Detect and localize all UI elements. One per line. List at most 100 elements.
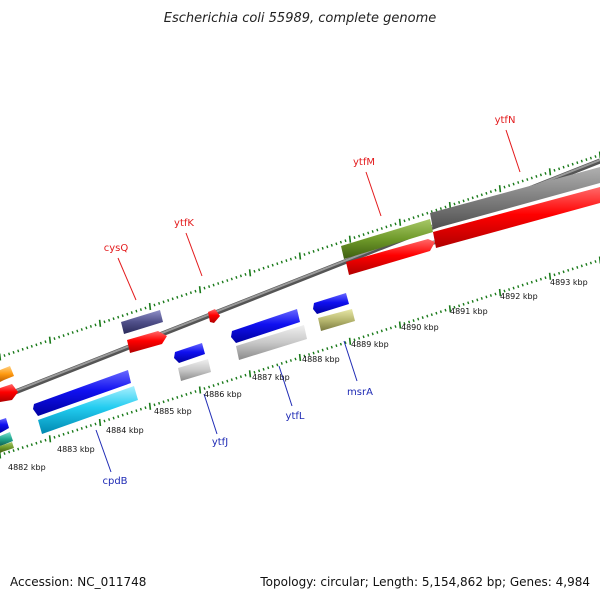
minor-tick bbox=[576, 161, 579, 165]
genome-summary-text: Topology: circular; Length: 5,154,862 bp… bbox=[259, 575, 590, 589]
gene-ytfM-region[interactable] bbox=[341, 219, 433, 259]
minor-tick bbox=[403, 219, 406, 223]
minor-tick bbox=[12, 449, 15, 453]
minor-tick bbox=[489, 294, 492, 297]
minor-tick bbox=[167, 298, 170, 302]
minor-tick bbox=[367, 231, 370, 235]
minor-tick bbox=[158, 401, 161, 405]
minor-tick bbox=[326, 347, 329, 351]
minor-tick bbox=[558, 167, 561, 171]
minor-tick bbox=[376, 228, 379, 232]
minor-tick bbox=[108, 418, 111, 421]
minor-tick bbox=[453, 305, 456, 309]
minor-tick bbox=[230, 378, 233, 382]
gene-msrA-arrow[interactable] bbox=[313, 293, 349, 314]
minor-tick bbox=[67, 332, 70, 336]
minor-tick bbox=[108, 318, 111, 322]
major-tick bbox=[298, 252, 302, 260]
minor-tick bbox=[153, 303, 156, 307]
gene-ytfN-region[interactable] bbox=[430, 167, 600, 229]
minor-tick bbox=[208, 385, 211, 389]
minor-tick bbox=[439, 207, 442, 211]
minor-tick bbox=[226, 379, 229, 383]
minor-tick bbox=[58, 335, 61, 339]
minor-tick bbox=[194, 289, 197, 293]
minor-tick bbox=[94, 323, 97, 327]
minor-tick bbox=[226, 279, 229, 282]
gene-ytfL-box[interactable] bbox=[236, 325, 307, 360]
minor-tick bbox=[262, 266, 265, 270]
minor-tick bbox=[339, 342, 342, 346]
minor-tick bbox=[289, 359, 292, 362]
minor-tick bbox=[185, 392, 188, 396]
minor-tick bbox=[53, 435, 56, 439]
minor-tick bbox=[385, 225, 388, 229]
gene-msrA-box[interactable] bbox=[318, 309, 355, 331]
minor-tick bbox=[358, 234, 361, 238]
minor-tick bbox=[489, 190, 492, 194]
minor-tick bbox=[389, 326, 392, 330]
minor-tick bbox=[258, 369, 261, 373]
minor-tick bbox=[589, 261, 592, 265]
gene-ytfL-arrow[interactable] bbox=[231, 309, 300, 343]
major-tick bbox=[398, 218, 402, 226]
gene-left-orange[interactable] bbox=[0, 366, 14, 382]
minor-tick bbox=[267, 366, 270, 370]
gene-ytfK-arrow[interactable] bbox=[208, 309, 220, 323]
minor-tick bbox=[280, 361, 283, 365]
gene-ytfJ-arrow[interactable] bbox=[174, 343, 205, 363]
minor-tick bbox=[144, 406, 147, 410]
gene-cpdB-arrow[interactable] bbox=[33, 370, 131, 416]
minor-tick bbox=[321, 348, 324, 352]
major-tick bbox=[148, 302, 152, 311]
minor-tick bbox=[435, 311, 438, 315]
minor-tick bbox=[362, 335, 365, 339]
gene-ytfJ-box[interactable] bbox=[178, 359, 211, 381]
minor-tick bbox=[71, 429, 74, 433]
minor-tick bbox=[221, 381, 224, 385]
minor-tick bbox=[362, 233, 365, 237]
minor-tick bbox=[312, 249, 315, 253]
minor-tick bbox=[467, 197, 470, 201]
minor-tick bbox=[503, 185, 506, 189]
gene-ytfN-arrow[interactable] bbox=[433, 187, 600, 248]
minor-tick bbox=[485, 295, 488, 299]
gene-cysQ-box[interactable] bbox=[121, 310, 163, 334]
minor-tick bbox=[167, 398, 170, 402]
gene-left-red[interactable] bbox=[0, 384, 18, 402]
minor-tick bbox=[139, 407, 142, 411]
minor-tick bbox=[76, 428, 79, 432]
gene-left-blue[interactable] bbox=[0, 418, 9, 433]
gene-ytfM-arrow[interactable] bbox=[346, 239, 435, 275]
minor-tick bbox=[380, 329, 383, 333]
kbp-label: 4893 kbp bbox=[550, 278, 588, 287]
minor-tick bbox=[435, 208, 438, 212]
minor-tick bbox=[171, 297, 174, 301]
minor-tick bbox=[258, 268, 261, 272]
minor-tick bbox=[385, 327, 388, 331]
minor-tick bbox=[421, 213, 424, 217]
gene-label-ytfn: ytfN bbox=[495, 115, 516, 126]
gene-cysQ-arrow[interactable] bbox=[127, 331, 167, 353]
minor-tick bbox=[171, 397, 174, 401]
minor-tick bbox=[44, 438, 47, 442]
minor-tick bbox=[512, 182, 515, 186]
minor-tick bbox=[330, 345, 333, 349]
minor-tick bbox=[462, 302, 465, 306]
gene-cpdB-box[interactable] bbox=[38, 386, 138, 434]
minor-tick bbox=[244, 373, 247, 377]
minor-tick bbox=[203, 286, 206, 290]
gene-left-teal[interactable] bbox=[0, 432, 13, 446]
minor-tick bbox=[176, 295, 179, 299]
kbp-label: 4889 kbp bbox=[351, 340, 389, 349]
minor-tick bbox=[162, 300, 165, 304]
gene-leader-lines bbox=[95, 129, 521, 473]
minor-tick bbox=[189, 391, 192, 395]
minor-tick bbox=[253, 370, 256, 374]
gene-left-olive[interactable] bbox=[0, 442, 14, 453]
minor-tick bbox=[430, 313, 433, 317]
minor-tick bbox=[408, 320, 411, 324]
minor-tick bbox=[371, 230, 374, 233]
minor-tick bbox=[35, 343, 38, 347]
minor-tick bbox=[567, 164, 570, 168]
